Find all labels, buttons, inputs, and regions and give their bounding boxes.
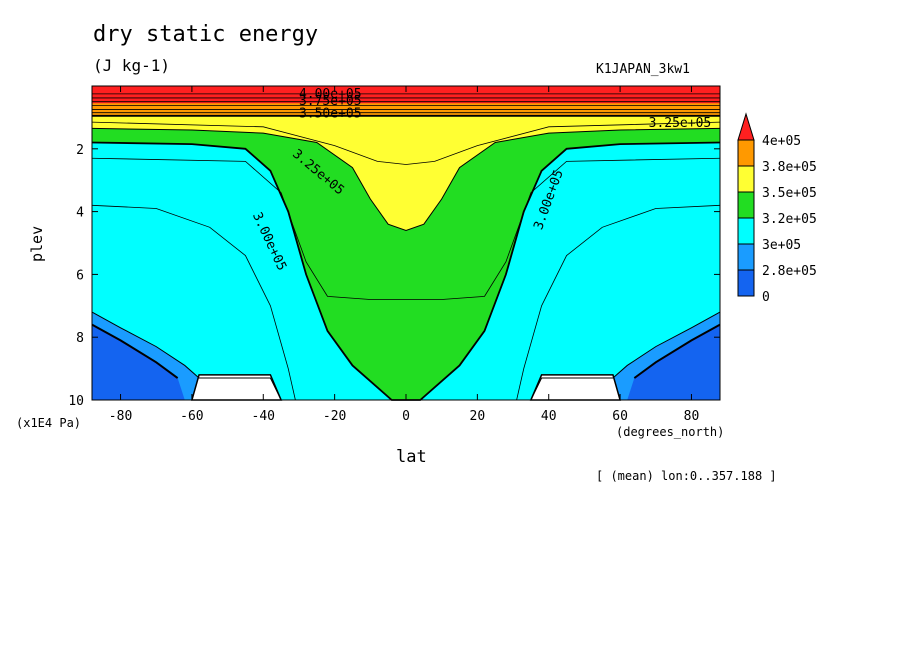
contour-label: 3.50e+05 [299, 106, 362, 121]
legend-swatch [737, 112, 755, 141]
legend-swatch [737, 191, 755, 219]
y-tick-label: 10 [68, 394, 84, 409]
y-tick-label: 6 [76, 268, 84, 283]
x-tick-label: -40 [252, 409, 275, 424]
contour-line [516, 204, 721, 401]
y-tick-label: 4 [76, 206, 84, 221]
footnote: [ (mean) lon:0..357.188 ] [596, 469, 777, 483]
topography-mask [190, 374, 283, 401]
contour-line [91, 157, 721, 300]
y-tick-label: 8 [76, 331, 84, 346]
contour-label: 3.25e+05 [649, 116, 712, 131]
legend-swatch [737, 269, 755, 297]
legend-label: 3e+05 [762, 238, 801, 253]
chart-units: (J kg-1) [93, 56, 171, 75]
legend-swatch [737, 139, 755, 167]
x-tick-label: -60 [180, 409, 203, 424]
contour-band [627, 324, 720, 400]
contour-band [92, 142, 720, 400]
y-tick-label: 2 [76, 143, 84, 158]
legend-label: 3.2e+05 [762, 212, 817, 227]
x-tick-label: 60 [612, 409, 628, 424]
contour-line [633, 323, 721, 379]
x-tick-label: -20 [323, 409, 346, 424]
x-tick-label: 40 [541, 409, 557, 424]
x-tick-label: 20 [470, 409, 486, 424]
legend-label: 2.8e+05 [762, 264, 817, 279]
chart-title: dry static energy [93, 22, 319, 47]
legend-label: 0 [762, 290, 770, 305]
contour-line [91, 127, 721, 231]
topography-mask [529, 374, 622, 401]
contour-band [92, 324, 185, 400]
contour-line [91, 204, 296, 401]
x-axis-label: lat [396, 447, 427, 467]
x-axis-units: (degrees_north) [616, 425, 725, 439]
x-tick-label: 0 [402, 409, 410, 424]
contour-line [91, 323, 179, 379]
x-tick-label: -80 [109, 409, 132, 424]
legend-label: 3.5e+05 [762, 186, 817, 201]
y-axis-units: (x1E4 Pa) [16, 416, 82, 430]
contour-label: 4.00e+05 [299, 87, 362, 102]
legend-swatch [737, 217, 755, 245]
contour-label: 3.75e+05 [299, 94, 362, 109]
legend-label: 4e+05 [762, 134, 801, 149]
contour-line [91, 121, 721, 165]
legend-swatch [737, 243, 755, 271]
legend-label: 3.8e+05 [762, 160, 817, 175]
x-tick-label: 80 [684, 409, 700, 424]
run-name: K1JAPAN_3kw1 [596, 62, 690, 77]
legend-swatch [737, 165, 755, 193]
